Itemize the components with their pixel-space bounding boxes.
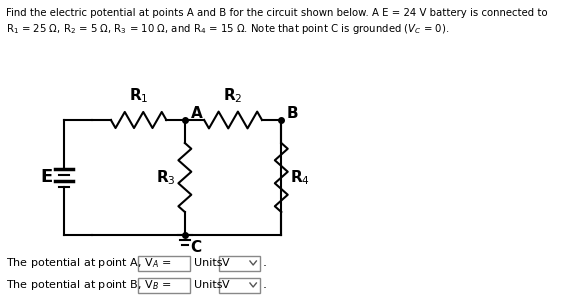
Text: R$_1$ = 25 $\Omega$, R$_2$ = 5 $\Omega$, R$_3$ = 10 $\Omega$, and R$_4$ = 15 $\O: R$_1$ = 25 $\Omega$, R$_2$ = 5 $\Omega$,… [6,22,450,36]
Text: V: V [222,258,230,268]
Text: V: V [222,280,230,290]
Bar [219,256,261,271]
Text: .: . [263,278,267,292]
Text: Units: Units [195,258,223,268]
Text: Units: Units [195,280,223,290]
Text: The potential at point B, V$_B$ =: The potential at point B, V$_B$ = [6,278,172,292]
Bar [138,256,191,271]
Text: Find the electric potential at points A and B for the circuit shown below. A E =: Find the electric potential at points A … [6,8,548,18]
Text: C: C [191,239,201,254]
Text: R$_4$: R$_4$ [290,168,310,187]
Text: A: A [191,106,202,120]
Text: R$_1$: R$_1$ [129,87,148,105]
Text: .: . [263,257,267,270]
Text: The potential at point A, V$_A$ =: The potential at point A, V$_A$ = [6,256,172,270]
Bar [138,278,191,292]
Bar [219,278,261,292]
Text: B: B [287,106,298,120]
Text: E: E [41,168,53,186]
Text: R$_3$: R$_3$ [156,168,176,187]
Text: R$_2$: R$_2$ [223,87,243,105]
